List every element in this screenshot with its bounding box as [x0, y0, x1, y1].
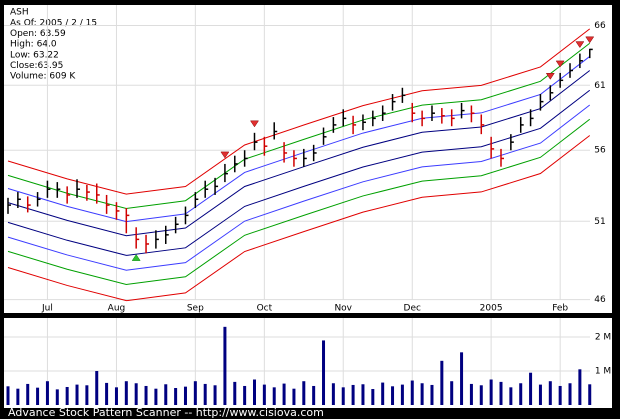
x-tick-label: Dec [404, 304, 421, 314]
volume-bar [45, 381, 49, 405]
volume-bar [26, 383, 30, 405]
volume-bar [6, 386, 10, 405]
sell-signal [555, 60, 565, 68]
info-line: Low: 63.22 [10, 50, 59, 60]
volume-bar [351, 384, 355, 405]
volume-bar [312, 385, 316, 405]
sell-signal [585, 36, 595, 44]
volume-bar [479, 385, 483, 405]
chart-title: ASH [10, 8, 29, 18]
volume-bar [578, 369, 582, 405]
buy-signal [131, 254, 141, 261]
sell-signal [220, 151, 230, 159]
y-tick-label: 51 [594, 217, 605, 227]
volume-bar [95, 371, 99, 405]
volume-bar [469, 383, 473, 405]
volume-bar [253, 379, 256, 405]
volume-bar [588, 384, 592, 405]
x-tick-label: Sep [187, 304, 204, 314]
volume-bar [243, 385, 247, 405]
volume-bar [322, 340, 326, 405]
sell-signal [575, 41, 585, 49]
volume-bar [420, 383, 424, 405]
x-tick-label: Oct [257, 304, 273, 314]
x-tick-label: Feb [552, 304, 568, 314]
x-tick-label: Nov [334, 304, 352, 314]
sell-signal [250, 120, 259, 128]
volume-bar [558, 385, 562, 405]
volume-bar [430, 384, 434, 405]
volume-bar [410, 380, 414, 405]
volume-bar [203, 383, 207, 405]
volume-bar [529, 372, 533, 405]
volume-bar [36, 387, 40, 405]
y-tick-label: 56 [594, 146, 606, 156]
info-line: Close:63.95 [10, 61, 63, 71]
info-line: Volume: 609 K [10, 72, 76, 82]
volume-bar [114, 387, 118, 405]
volume-bar [55, 389, 59, 405]
x-tick-label: Aug [108, 304, 126, 314]
envelope-band [7, 28, 591, 195]
envelope-band [7, 89, 591, 256]
volume-bar [391, 386, 395, 405]
y-tick-label: 2 M [595, 333, 611, 343]
volume-bar [568, 383, 572, 405]
volume-bar [450, 381, 454, 405]
volume-bar [538, 384, 542, 405]
price-panel [4, 5, 612, 313]
volume-bar [509, 387, 513, 405]
volume-bar [174, 388, 178, 405]
volume-bar [519, 383, 523, 405]
envelope-band [7, 135, 591, 302]
volume-bar [548, 381, 552, 405]
volume-bar [272, 387, 276, 405]
volume-bar [440, 360, 444, 405]
volume-bar [331, 383, 335, 405]
envelope-band [7, 118, 591, 285]
volume-bar [154, 388, 158, 405]
volume-bar [489, 379, 493, 405]
x-tick-label: Jul [41, 304, 53, 314]
x-tick-label: 2005 [480, 304, 503, 314]
volume-bar [371, 389, 375, 405]
y-tick-label: 46 [594, 295, 606, 305]
volume-bar [302, 381, 306, 405]
volume-bar [282, 383, 286, 405]
volume-bar [292, 388, 296, 405]
volume-bar [213, 385, 217, 405]
volume-bar [193, 381, 197, 405]
volume-bar [144, 385, 148, 405]
volume-bar [75, 384, 79, 405]
volume-bar [65, 386, 69, 405]
volume-bar [400, 384, 404, 405]
volume-bar [85, 385, 89, 405]
volume-bar [361, 384, 365, 405]
volume-bar [381, 382, 385, 405]
footer: Advance Stock Pattern Scanner -- http://… [8, 406, 324, 419]
volume-bar [223, 326, 227, 405]
volume-bar [499, 381, 503, 405]
info-line: As Of: 2005 / 2 / 15 [10, 19, 97, 29]
y-tick-label: 61 [594, 81, 605, 91]
volume-bar [134, 383, 138, 405]
volume-bar [16, 388, 20, 405]
info-line: Open: 63.59 [10, 29, 66, 39]
volume-bar [105, 382, 109, 405]
info-line: High: 64.0 [10, 40, 57, 50]
volume-bar [262, 384, 266, 405]
y-tick-label: 1 M [595, 367, 611, 377]
sell-signal [545, 73, 555, 80]
volume-bar [233, 381, 237, 405]
volume-bar [460, 352, 464, 405]
volume-bar [124, 381, 128, 405]
volume-bar [183, 386, 187, 405]
volume-bar [341, 387, 345, 405]
volume-bar [164, 384, 168, 405]
y-tick-label: 66 [594, 21, 606, 31]
